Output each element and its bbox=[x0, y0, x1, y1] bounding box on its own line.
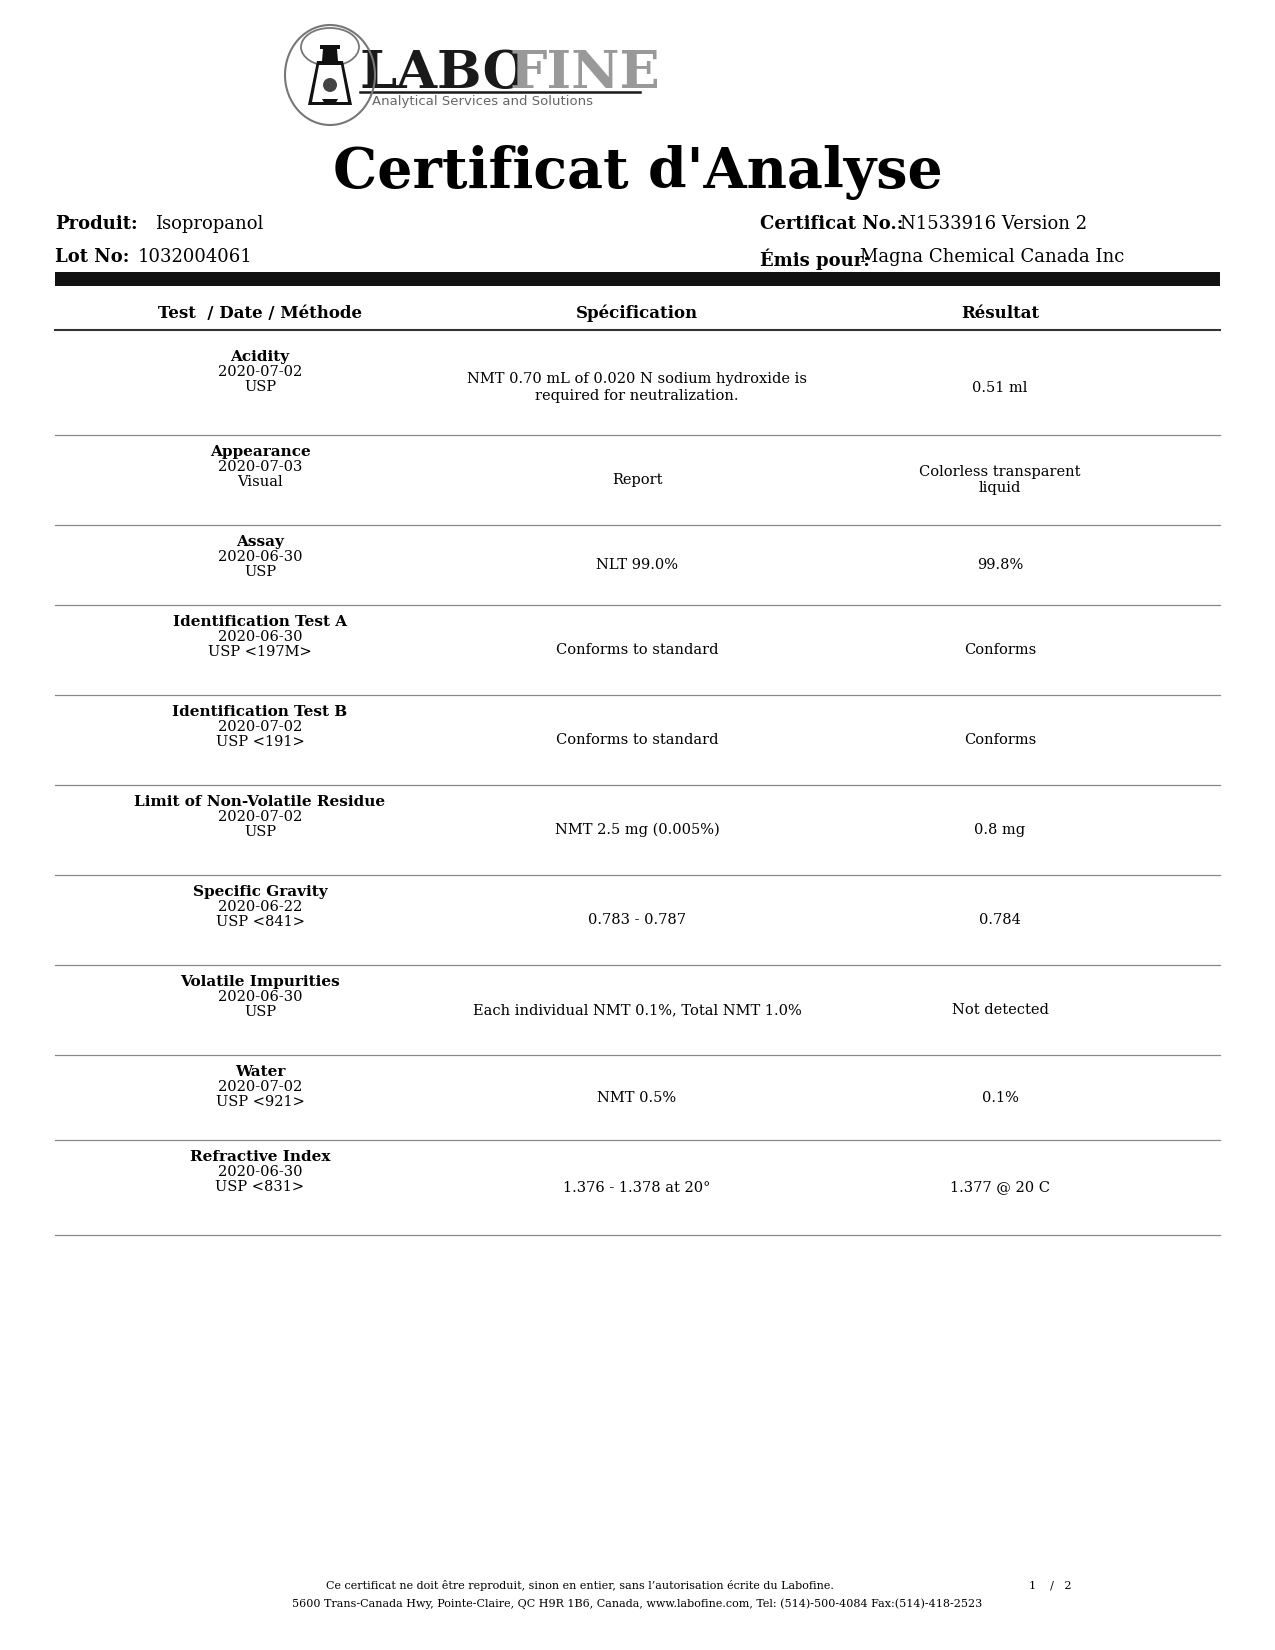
Text: Specific Gravity: Specific Gravity bbox=[193, 884, 328, 899]
Text: 2020-06-30: 2020-06-30 bbox=[218, 1165, 302, 1180]
Text: 1.376 - 1.378 at 20°: 1.376 - 1.378 at 20° bbox=[564, 1180, 710, 1195]
Text: USP: USP bbox=[244, 1005, 277, 1020]
Text: USP <841>: USP <841> bbox=[215, 916, 305, 929]
Text: FINE: FINE bbox=[510, 48, 660, 99]
Text: 1032004061: 1032004061 bbox=[138, 248, 252, 266]
Text: USP: USP bbox=[244, 825, 277, 838]
Polygon shape bbox=[323, 50, 338, 61]
Text: 2020-07-02: 2020-07-02 bbox=[218, 1081, 302, 1094]
Text: Magna Chemical Canada Inc: Magna Chemical Canada Inc bbox=[861, 248, 1125, 266]
Text: 2020-06-30: 2020-06-30 bbox=[218, 549, 302, 564]
Text: NLT 99.0%: NLT 99.0% bbox=[595, 558, 678, 573]
Text: NMT 0.70 mL of 0.020 N sodium hydroxide is
required for neutralization.: NMT 0.70 mL of 0.020 N sodium hydroxide … bbox=[467, 373, 807, 403]
Text: USP: USP bbox=[244, 564, 277, 579]
Text: 1    /   2: 1 / 2 bbox=[1029, 1581, 1071, 1591]
Text: Conforms: Conforms bbox=[964, 733, 1037, 747]
Text: Certificat No.:: Certificat No.: bbox=[760, 214, 904, 233]
Text: N1533916 Version 2: N1533916 Version 2 bbox=[900, 214, 1088, 233]
Text: USP <191>: USP <191> bbox=[215, 734, 305, 749]
Text: 0.51 ml: 0.51 ml bbox=[973, 381, 1028, 394]
Text: 0.783 - 0.787: 0.783 - 0.787 bbox=[588, 912, 686, 927]
Text: USP <831>: USP <831> bbox=[215, 1180, 305, 1195]
Text: Test  / Date / Méthode: Test / Date / Méthode bbox=[158, 305, 362, 322]
Circle shape bbox=[323, 78, 337, 92]
Text: Isopropanol: Isopropanol bbox=[156, 214, 264, 233]
Text: Volatile Impurities: Volatile Impurities bbox=[180, 975, 340, 988]
Text: NMT 2.5 mg (0.005%): NMT 2.5 mg (0.005%) bbox=[555, 823, 719, 837]
Text: Not detected: Not detected bbox=[951, 1003, 1048, 1016]
Text: Conforms to standard: Conforms to standard bbox=[556, 644, 718, 657]
Text: Spécification: Spécification bbox=[576, 305, 699, 322]
Text: Colorless transparent
liquid: Colorless transparent liquid bbox=[919, 465, 1081, 495]
Text: Émis pour:: Émis pour: bbox=[760, 248, 870, 269]
Text: Analytical Services and Solutions: Analytical Services and Solutions bbox=[372, 96, 593, 107]
Text: 5600 Trans-Canada Hwy, Pointe-Claire, QC H9R 1B6, Canada, www.labofine.com, Tel:: 5600 Trans-Canada Hwy, Pointe-Claire, QC… bbox=[292, 1597, 982, 1609]
Text: 2020-06-30: 2020-06-30 bbox=[218, 630, 302, 644]
Bar bbox=[55, 272, 1220, 285]
Text: 99.8%: 99.8% bbox=[977, 558, 1023, 573]
Text: USP <921>: USP <921> bbox=[215, 1096, 305, 1109]
Text: 2020-07-02: 2020-07-02 bbox=[218, 810, 302, 823]
Polygon shape bbox=[309, 61, 352, 106]
Text: Ce certificat ne doit être reproduit, sinon en entier, sans l’autorisation écrit: Ce certificat ne doit être reproduit, si… bbox=[326, 1581, 834, 1591]
Text: Identification Test A: Identification Test A bbox=[173, 615, 347, 629]
Polygon shape bbox=[312, 64, 348, 102]
Text: Limit of Non-Volatile Residue: Limit of Non-Volatile Residue bbox=[134, 795, 385, 808]
Text: Visual: Visual bbox=[237, 475, 283, 488]
Text: 0.8 mg: 0.8 mg bbox=[974, 823, 1025, 837]
Text: Résultat: Résultat bbox=[961, 305, 1039, 322]
Text: 2020-07-02: 2020-07-02 bbox=[218, 365, 302, 380]
Text: 2020-07-02: 2020-07-02 bbox=[218, 719, 302, 734]
Text: Refractive Index: Refractive Index bbox=[190, 1150, 330, 1163]
Text: 2020-06-22: 2020-06-22 bbox=[218, 899, 302, 914]
Text: Identification Test B: Identification Test B bbox=[172, 705, 348, 719]
Text: Produit:: Produit: bbox=[55, 214, 138, 233]
Text: Certificat d'Analyse: Certificat d'Analyse bbox=[333, 145, 942, 200]
Text: 1.377 @ 20 C: 1.377 @ 20 C bbox=[950, 1180, 1051, 1195]
Polygon shape bbox=[320, 45, 340, 49]
Text: USP: USP bbox=[244, 380, 277, 394]
Text: 0.784: 0.784 bbox=[979, 912, 1021, 927]
Text: Conforms: Conforms bbox=[964, 644, 1037, 657]
Text: USP <197M>: USP <197M> bbox=[208, 645, 312, 658]
Text: Conforms to standard: Conforms to standard bbox=[556, 733, 718, 747]
Text: Acidity: Acidity bbox=[231, 350, 289, 365]
Text: Each individual NMT 0.1%, Total NMT 1.0%: Each individual NMT 0.1%, Total NMT 1.0% bbox=[473, 1003, 802, 1016]
Text: Assay: Assay bbox=[236, 535, 284, 549]
Text: 2020-06-30: 2020-06-30 bbox=[218, 990, 302, 1003]
Text: 0.1%: 0.1% bbox=[982, 1091, 1019, 1104]
Text: Report: Report bbox=[612, 474, 662, 487]
Text: Water: Water bbox=[235, 1064, 286, 1079]
Polygon shape bbox=[323, 99, 338, 104]
Text: LABO: LABO bbox=[360, 48, 529, 99]
Text: NMT 0.5%: NMT 0.5% bbox=[598, 1091, 677, 1104]
Text: 2020-07-03: 2020-07-03 bbox=[218, 460, 302, 474]
Text: Lot No:: Lot No: bbox=[55, 248, 129, 266]
Text: Appearance: Appearance bbox=[209, 446, 310, 459]
